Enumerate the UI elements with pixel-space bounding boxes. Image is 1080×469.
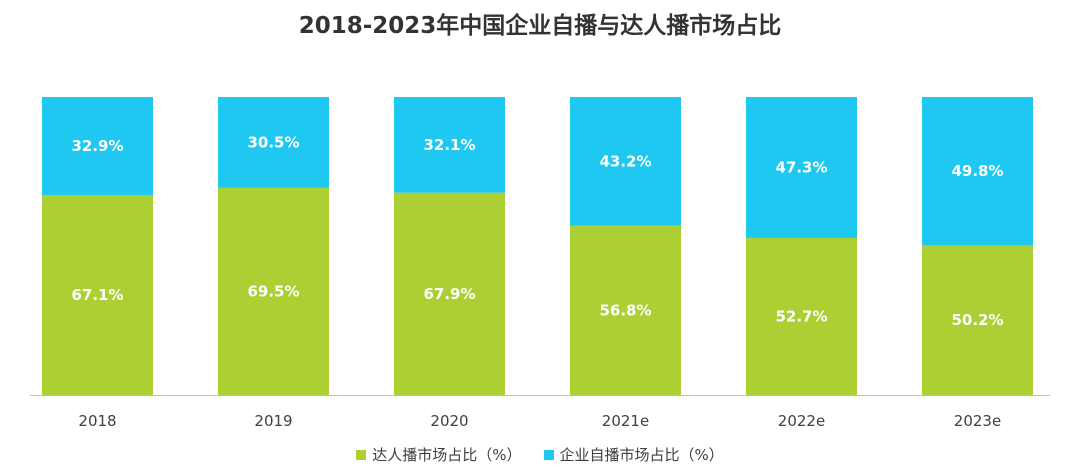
x-tick-label-2022e: 2022e: [778, 412, 825, 430]
bar-2022e-series-1: [746, 97, 857, 238]
legend-label-series-1: 企业自播市场占比（%）: [559, 446, 724, 464]
data-label-2021e-series-0: 56.8%: [599, 301, 651, 319]
data-label-2023e-series-1: 49.8%: [951, 162, 1003, 180]
data-label-2020-series-0: 67.9%: [423, 285, 475, 303]
bar-2020-series-0: [394, 192, 505, 395]
x-tick-label-2018: 2018: [78, 412, 116, 430]
bar-2021e-series-0: [570, 225, 681, 395]
bar-2023e-series-1: [922, 97, 1033, 246]
bar-2019-series-0: [218, 187, 329, 395]
data-label-2022e-series-0: 52.7%: [775, 307, 827, 325]
legend: 达人播市场占比（%） 企业自播市场占比（%）: [0, 444, 1080, 465]
data-label-2021e-series-1: 43.2%: [599, 152, 651, 170]
bar-2018-series-1: [42, 97, 153, 196]
x-tick-label-2020: 2020: [430, 412, 468, 430]
data-label-2023e-series-0: 50.2%: [951, 311, 1003, 329]
data-label-2018-series-1: 32.9%: [71, 137, 123, 155]
bar-2023e-series-0: [922, 245, 1033, 395]
x-tick-label-2023e: 2023e: [954, 412, 1001, 430]
legend-item-series-1: 企业自播市场占比（%）: [543, 444, 724, 465]
data-label-2022e-series-1: 47.3%: [775, 158, 827, 176]
bars-group: 67.1% 32.9% 69.5% 30.5% 67.9% 32.1% 56.8% 43.2%…: [42, 97, 1033, 395]
x-tick-labels: 2018 2019 2020 2021e 2022e 2023e: [78, 412, 1001, 430]
data-label-2020-series-1: 32.1%: [423, 136, 475, 154]
legend-label-series-0: 达人播市场占比（%）: [372, 446, 522, 464]
bar-2019-series-1: [218, 97, 329, 188]
bar-2022e-series-0: [746, 237, 857, 395]
legend-swatch-series-1: [543, 449, 554, 460]
data-label-2019-series-1: 30.5%: [247, 133, 299, 151]
x-tick-label-2019: 2019: [254, 412, 292, 430]
bar-2020-series-1: [394, 97, 505, 193]
x-tick-label-2021e: 2021e: [602, 412, 649, 430]
legend-item-series-0: 达人播市场占比（%）: [356, 444, 522, 465]
data-label-2019-series-0: 69.5%: [247, 282, 299, 300]
legend-swatch-series-0: [356, 449, 367, 460]
chart-title: 2018-2023年中国企业自播与达人播市场占比: [298, 13, 782, 39]
data-label-2018-series-0: 67.1%: [71, 286, 123, 304]
bar-2018-series-0: [42, 195, 153, 395]
bar-2021e-series-1: [570, 97, 681, 226]
